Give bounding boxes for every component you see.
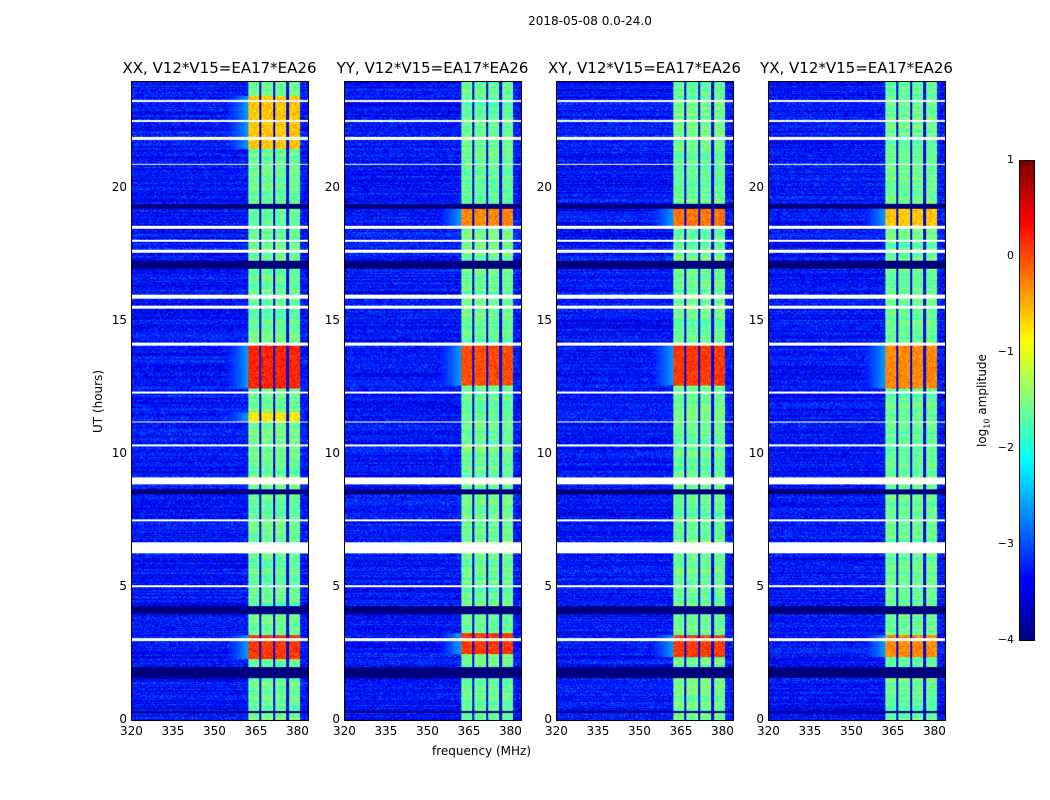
x-tick-label: 335 xyxy=(161,724,185,738)
x-axis-label: frequency (MHz) xyxy=(432,744,532,758)
y-tick-label: 10 xyxy=(324,445,340,460)
colorbar-label: log10 amplitude xyxy=(975,354,992,447)
x-tick-label: 365 xyxy=(457,724,481,738)
panel-title: YX, V12*V15=EA17*EA26 xyxy=(760,59,953,77)
x-tick-label: 380 xyxy=(285,724,309,738)
y-tick-label: 10 xyxy=(748,445,764,460)
y-tick-label: 5 xyxy=(332,578,340,593)
x-tick-label: 350 xyxy=(415,724,439,738)
y-tick-label: 5 xyxy=(544,578,552,593)
x-tick-label: 320 xyxy=(757,724,780,738)
y-tick-label: 0 xyxy=(544,712,552,726)
y-axis-label: UT (hours) xyxy=(91,369,105,433)
y-tick-label: 15 xyxy=(324,312,340,327)
colorbar xyxy=(1019,160,1035,641)
y-tick-label: 20 xyxy=(324,179,340,194)
y-tick-label: 5 xyxy=(756,578,764,593)
x-tick-label: 335 xyxy=(586,724,610,738)
panel-title: XY, V12*V15=EA17*EA26 xyxy=(548,59,741,77)
colorbar-tick-label: −4 xyxy=(997,633,1014,646)
colorbar-tick-label: −3 xyxy=(997,537,1014,550)
x-tick-label: 335 xyxy=(374,724,398,738)
x-tick-label: 335 xyxy=(798,724,822,738)
x-tick-label: 350 xyxy=(627,724,651,738)
colorbar-tick-label: 1 xyxy=(1007,153,1014,166)
y-tick-label: 5 xyxy=(119,578,127,593)
x-tick-label: 320 xyxy=(120,724,143,738)
y-tick-label: 0 xyxy=(756,712,764,726)
x-tick-label: 380 xyxy=(922,724,946,738)
x-tick-label: 320 xyxy=(333,724,356,738)
panel-title: XX, V12*V15=EA17*EA26 xyxy=(122,59,317,77)
x-tick-label: 380 xyxy=(498,724,522,738)
colorbar-tick-label: −1 xyxy=(997,345,1014,358)
y-tick-label: 20 xyxy=(111,179,127,194)
spectrogram-panel xyxy=(131,81,309,721)
spectrogram-panel xyxy=(556,81,734,721)
y-tick-label: 15 xyxy=(536,312,552,327)
y-tick-label: 0 xyxy=(119,712,127,726)
colorbar-tick-label: −2 xyxy=(997,441,1014,454)
y-tick-label: 0 xyxy=(332,712,340,726)
spectrogram-panel xyxy=(768,81,946,721)
x-tick-label: 365 xyxy=(669,724,693,738)
x-tick-label: 320 xyxy=(545,724,568,738)
suptitle: 2018-05-08 0.0-24.0 xyxy=(528,14,652,28)
x-tick-label: 365 xyxy=(881,724,905,738)
y-tick-label: 10 xyxy=(111,445,127,460)
x-tick-label: 365 xyxy=(244,724,268,738)
y-tick-label: 10 xyxy=(536,445,552,460)
y-tick-label: 15 xyxy=(748,312,764,327)
colorbar-tick-label: 0 xyxy=(1007,249,1014,262)
x-tick-label: 350 xyxy=(202,724,226,738)
panel-title: YY, V12*V15=EA17*EA26 xyxy=(336,59,529,77)
x-tick-label: 350 xyxy=(839,724,863,738)
y-tick-label: 20 xyxy=(748,179,764,194)
spectrogram-panel xyxy=(344,81,522,721)
x-tick-label: 380 xyxy=(710,724,734,738)
y-tick-label: 20 xyxy=(536,179,552,194)
y-tick-label: 15 xyxy=(111,312,127,327)
